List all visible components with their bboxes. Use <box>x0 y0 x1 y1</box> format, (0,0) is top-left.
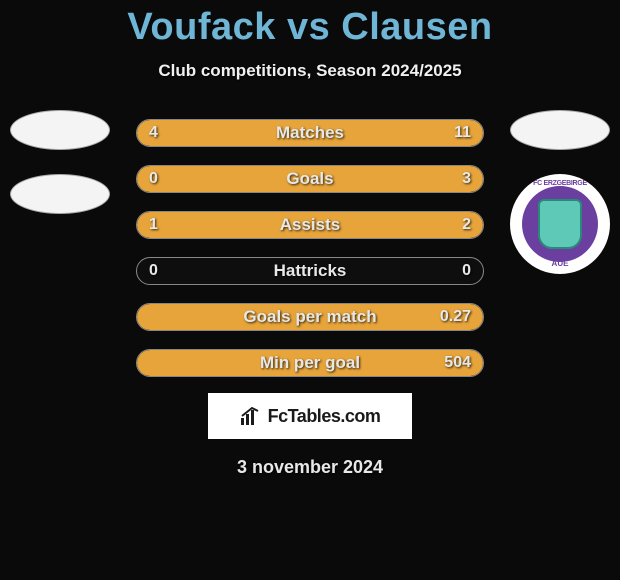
club-placeholder <box>10 174 110 214</box>
club-name-top: FC ERZGEBIRGE <box>510 180 610 187</box>
stat-label: Hattricks <box>137 261 483 281</box>
stat-value-right: 504 <box>444 354 471 372</box>
player-left-badges <box>10 110 110 214</box>
stat-row: 4Matches11 <box>136 119 484 147</box>
stat-label: Goals <box>137 169 483 189</box>
stat-row: Goals per match0.27 <box>136 303 484 331</box>
stat-value-right: 2 <box>462 216 471 234</box>
stat-value-right: 0 <box>462 262 471 280</box>
stat-value-right: 11 <box>454 124 471 142</box>
stats-container: 4Matches110Goals31Assists20Hattricks0Goa… <box>136 119 484 377</box>
stat-value-right: 0.27 <box>440 308 471 326</box>
stat-row: 1Assists2 <box>136 211 484 239</box>
club-name-bottom: AUE <box>510 259 610 268</box>
brand-icon <box>240 406 264 426</box>
player-right-badges: FC ERZGEBIRGE AUE <box>510 110 610 274</box>
stat-row: 0Hattricks0 <box>136 257 484 285</box>
stat-label: Min per goal <box>137 353 483 373</box>
subtitle: Club competitions, Season 2024/2025 <box>0 61 620 81</box>
avatar-placeholder <box>510 110 610 150</box>
stat-label: Matches <box>137 123 483 143</box>
club-shield-icon <box>538 199 582 249</box>
avatar-placeholder <box>10 110 110 150</box>
stat-label: Goals per match <box>137 307 483 327</box>
stat-row: Min per goal504 <box>136 349 484 377</box>
club-logo: FC ERZGEBIRGE AUE <box>510 174 610 274</box>
stat-value-right: 3 <box>462 170 471 188</box>
brand-text: FcTables.com <box>268 406 381 427</box>
brand-box: FcTables.com <box>208 393 412 439</box>
stat-label: Assists <box>137 215 483 235</box>
page-title: Voufack vs Clausen <box>0 0 620 49</box>
date-text: 3 november 2024 <box>0 457 620 478</box>
stat-row: 0Goals3 <box>136 165 484 193</box>
